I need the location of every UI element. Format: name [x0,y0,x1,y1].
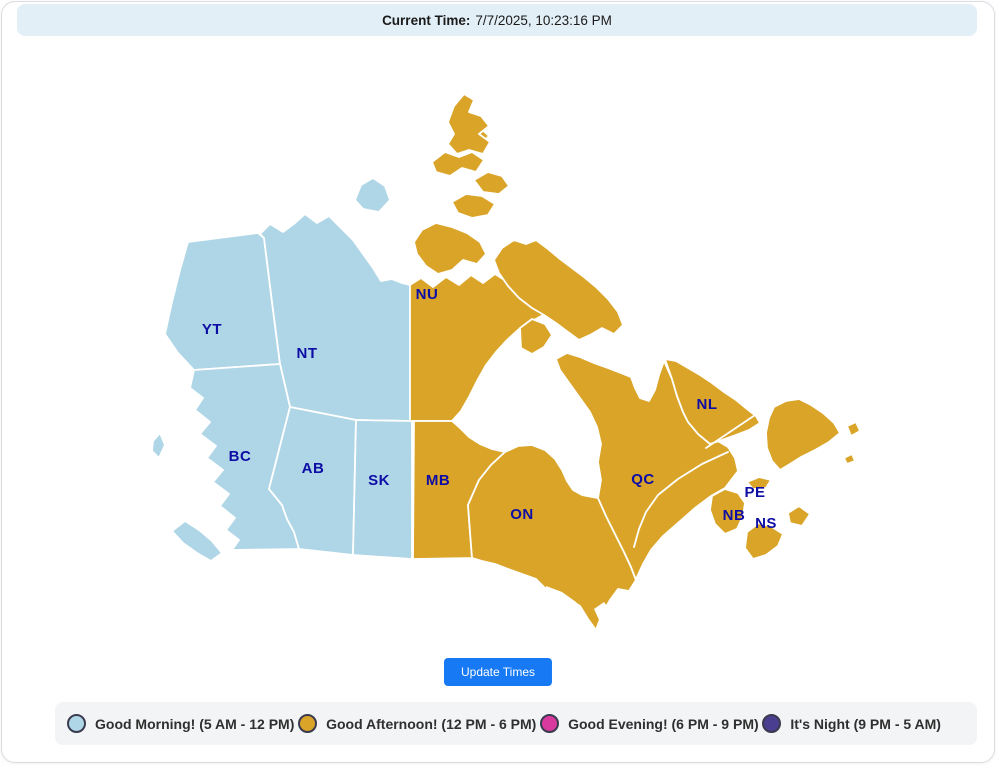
province-sk-shape [352,419,413,560]
south-coast-islet [843,453,856,465]
baffin-island [493,239,624,341]
southampton-island [519,318,553,355]
newfoundland-island [765,398,841,471]
victoria-island [413,222,487,275]
melville-island [431,151,485,177]
legend-label-evening: Good Evening! (6 PM - 9 PM) [568,715,759,732]
province-label-mb: MB [426,472,450,489]
strait-of-belle-isle [705,404,771,449]
current-time-value: 7/7/2025, 10:23:16 PM [475,12,612,28]
afternoon-dot-icon [298,714,318,733]
lake-superior [546,586,585,616]
legend-label-morning: Good Morning! (5 AM - 12 PM) [95,715,295,732]
legend-label-afternoon: Good Afternoon! (12 PM - 6 PM) [326,715,537,732]
province-nl-labrador-shape [664,358,761,445]
st-lawrence-river [633,451,729,548]
vancouver-island [171,520,223,562]
province-pe-shape [746,476,772,490]
province-label-ab: AB [302,460,325,477]
legend-bar: Good Morning! (5 AM - 12 PM) Good Aftern… [55,702,977,745]
ellesmere-island [447,93,491,155]
province-label-nt: NT [297,345,318,362]
province-label-bc: BC [229,448,252,465]
evening-dot-icon [540,714,560,733]
province-ns-shape [744,522,784,560]
haida-gwaii-island [151,432,166,459]
province-label-on: ON [510,506,534,523]
night-dot-icon [762,714,782,733]
legend-label-night: It's Night (9 PM - 5 AM) [790,715,941,732]
current-time-label: Current Time: [382,12,471,28]
legend-item-afternoon: Good Afternoon! (12 PM - 6 PM) [298,714,536,733]
morning-dot-icon [67,714,86,733]
current-time-bar: Current Time: 7/7/2025, 10:23:16 PM [17,4,977,36]
province-label-pe: PE [744,484,765,501]
province-label-nb: NB [723,507,746,524]
legend-item-night: It's Night (9 PM - 5 AM) [762,714,941,733]
devon-island [451,193,496,219]
province-nb-shape [709,488,746,535]
province-yt-shape [164,232,281,371]
somerset-island [473,171,510,195]
province-label-sk: SK [368,472,390,489]
province-label-ns: NS [755,515,777,532]
cape-breton-island [787,505,811,527]
lake-huron [594,602,610,622]
province-label-nl: NL [697,396,718,413]
avalon-islet [846,421,861,437]
legend-item-evening: Good Evening! (6 PM - 9 PM) [540,714,759,733]
province-label-qc: QC [631,471,655,488]
province-on-shape [467,444,637,631]
province-label-nu: NU [416,286,439,303]
province-label-yt: YT [202,321,222,338]
update-times-button[interactable]: Update Times [443,658,553,686]
banks-island [354,177,391,213]
legend-item-morning: Good Morning! (5 AM - 12 PM) [67,714,294,733]
